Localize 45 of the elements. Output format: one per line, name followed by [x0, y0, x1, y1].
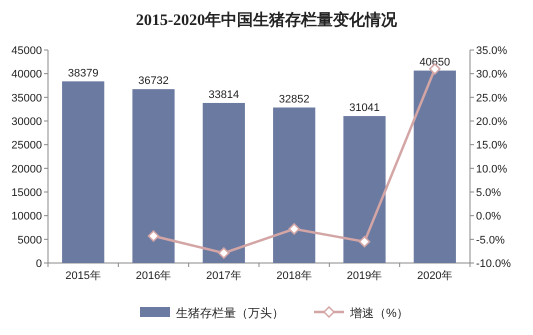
y-tick-label: 45000 — [11, 45, 42, 57]
y-tick-label: 5000 — [18, 234, 42, 246]
data-label: 40650 — [420, 56, 450, 69]
y2-tick-label: 25.0% — [476, 92, 508, 104]
data-label: 33814 — [208, 88, 240, 101]
y2-tick-label: 35.0% — [476, 45, 508, 57]
chart-title: 2015-2020年中国生猪存栏量变化情况 — [136, 11, 398, 29]
y2-tick-label: 30.0% — [476, 68, 508, 81]
y2-tick-label: 15.0% — [476, 140, 508, 152]
y-tick-label: 0 — [36, 258, 42, 270]
bar — [202, 102, 245, 263]
y-tick-label: 35000 — [11, 92, 42, 104]
y-tick-label: 10000 — [11, 210, 42, 223]
point — [218, 247, 230, 259]
y-tick-label: 20000 — [11, 163, 42, 176]
y2-tick-label: 20.0% — [476, 116, 508, 128]
bar — [414, 70, 456, 263]
x-tick-label: 2020年 — [417, 270, 453, 282]
y2-tick-label: 10.0% — [476, 163, 508, 176]
y-tick-label: 25000 — [11, 140, 42, 152]
x-tick-label: 2017年 — [206, 270, 242, 282]
bar — [132, 89, 175, 263]
y-tick-label: 30000 — [11, 116, 42, 128]
data-label: 32852 — [278, 94, 310, 106]
bar — [62, 81, 104, 263]
point — [148, 230, 160, 242]
bar — [343, 116, 386, 263]
y2-tick-label: 0.0% — [476, 210, 502, 223]
legend-label: 增速（%） — [349, 306, 409, 320]
data-label: 36732 — [138, 75, 169, 88]
y2-tick-label: 5.0% — [476, 187, 502, 199]
bar — [273, 108, 316, 263]
x-tick-label: 2018年 — [276, 270, 312, 282]
y2-tick-label: -5.0% — [476, 234, 505, 246]
data-label: 38379 — [68, 67, 98, 80]
data-label: 31041 — [349, 102, 380, 114]
x-tick-label: 2019年 — [346, 270, 382, 282]
point — [358, 236, 370, 248]
legend-label: 生猪存栏量（万头） — [176, 306, 284, 320]
x-tick-label: 2015年 — [65, 270, 101, 282]
point — [288, 223, 300, 235]
y-tick-label: 40000 — [11, 68, 42, 81]
y-tick-label: 15000 — [11, 187, 42, 199]
y2-tick-label: -10.0% — [476, 258, 512, 270]
x-tick-label: 2016年 — [136, 270, 172, 282]
